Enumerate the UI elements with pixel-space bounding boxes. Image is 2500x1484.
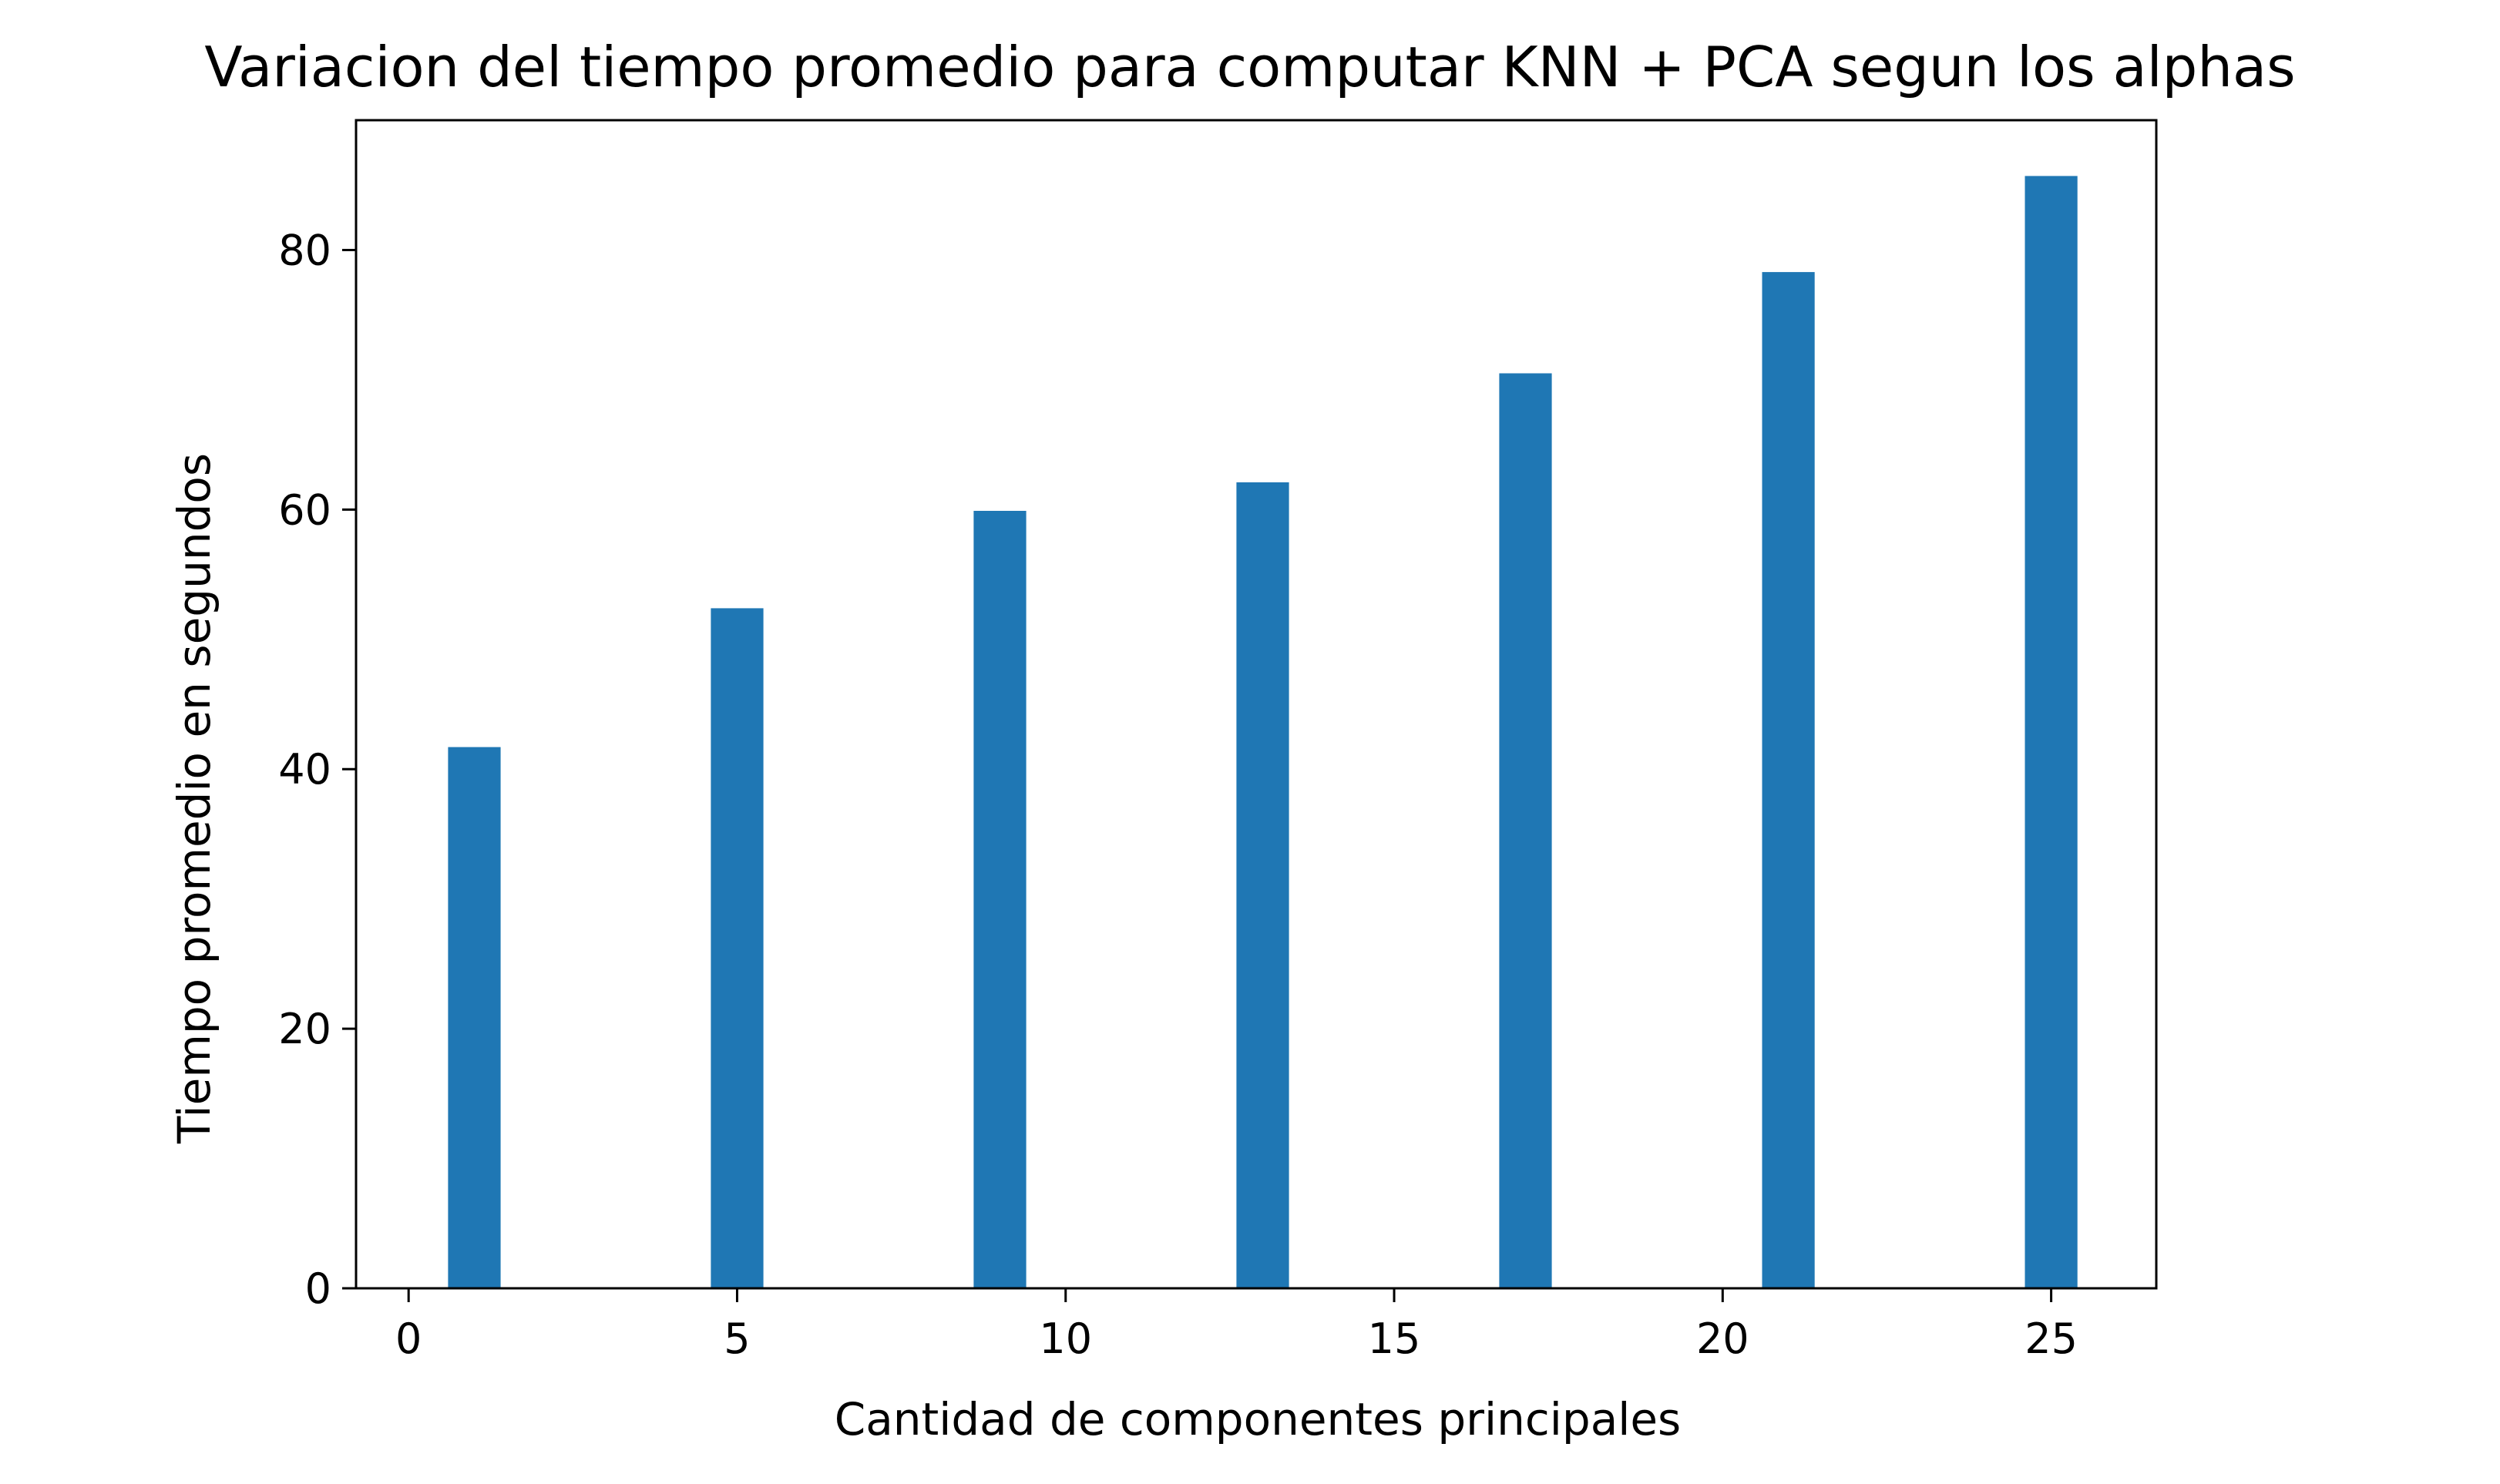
x-tick-label: 20 [1696,1314,1749,1363]
x-tick-label: 10 [1039,1314,1092,1363]
bar-25 [2025,176,2078,1288]
y-tick-label: 40 [278,745,331,794]
x-axis-label: Cantidad de componentes principales [835,1393,1682,1445]
x-tick-label: 5 [724,1314,750,1363]
y-tick-label: 60 [278,485,331,534]
bar-13 [1236,482,1289,1288]
x-tick-label: 25 [2025,1314,2078,1363]
x-tick-label: 15 [1368,1314,1421,1363]
bars-layer [448,176,2078,1289]
bar-17 [1499,373,1552,1288]
y-tick-label: 20 [278,1005,331,1053]
bar-5 [711,608,764,1288]
axes-layer: 0 5 10 15 20 25 0 20 40 60 80 [278,119,2158,1363]
plot-frame [355,119,2158,1290]
y-tick-label: 80 [278,226,331,274]
bar-21 [1762,272,1815,1289]
x-tick-label: 0 [395,1314,422,1363]
y-tick-label: 0 [305,1264,331,1313]
bar-9 [973,511,1027,1288]
bar-1 [448,747,501,1288]
y-axis-label: Tiempo promedio en segundos [168,453,220,1144]
chart-title: Variacion del tiempo promedio para compu… [204,35,2295,99]
